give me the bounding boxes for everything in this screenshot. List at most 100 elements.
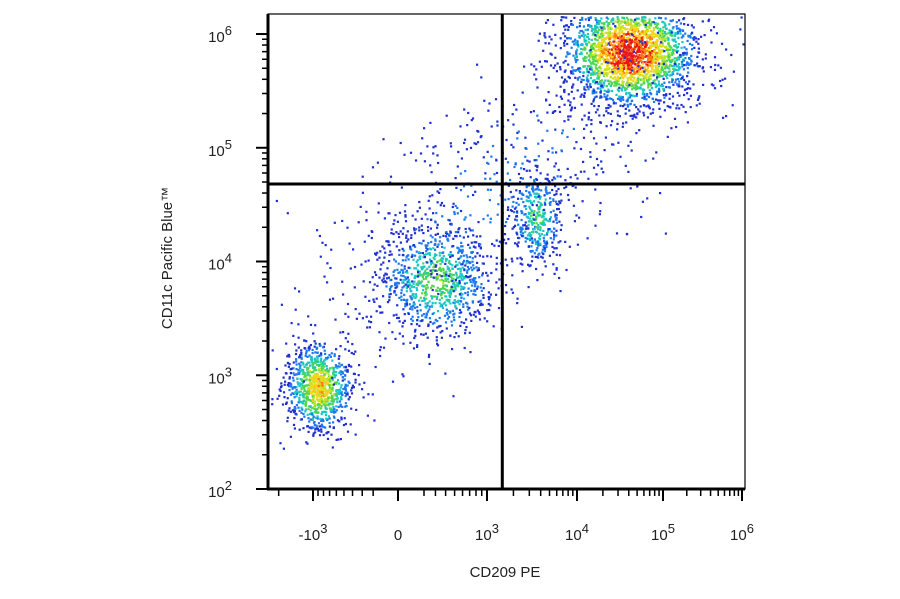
event-dot — [603, 48, 605, 50]
event-dot — [597, 70, 599, 72]
event-dot — [365, 211, 367, 213]
event-dot — [677, 69, 679, 71]
event-dot — [318, 378, 320, 380]
event-dot — [588, 65, 590, 67]
event-dot — [693, 47, 695, 49]
event-dot — [672, 79, 674, 81]
event-dot — [418, 325, 420, 327]
event-dot — [427, 242, 429, 244]
event-dot — [309, 370, 311, 372]
event-dot — [617, 98, 619, 100]
event-dot — [621, 54, 623, 56]
event-dot — [580, 148, 582, 150]
event-dot — [529, 170, 531, 172]
event-dot — [589, 26, 591, 28]
event-dot — [507, 218, 509, 220]
event-dot — [437, 233, 439, 235]
event-dot — [733, 71, 735, 73]
event-dot — [656, 91, 658, 93]
event-dot — [312, 371, 314, 373]
event-dot — [668, 44, 670, 46]
event-dot — [393, 271, 395, 273]
event-dot — [626, 59, 628, 61]
event-dot — [578, 217, 580, 219]
event-dot — [454, 305, 456, 307]
event-dot — [388, 296, 390, 298]
event-dot — [626, 28, 628, 30]
event-dot — [395, 260, 397, 262]
event-dot — [570, 37, 572, 39]
event-dot — [444, 315, 446, 317]
event-dot — [659, 56, 661, 58]
event-dot — [463, 185, 465, 187]
event-dot — [528, 212, 530, 214]
event-dot — [433, 322, 435, 324]
event-dot — [312, 352, 314, 354]
event-dot — [456, 207, 458, 209]
event-dot — [583, 171, 585, 173]
event-dot — [444, 301, 446, 303]
event-dot — [554, 64, 556, 66]
event-dot — [523, 66, 525, 68]
event-dot — [319, 396, 321, 398]
event-dot — [319, 383, 321, 385]
event-dot — [493, 245, 495, 247]
event-dot — [625, 64, 627, 66]
event-dot — [385, 285, 387, 287]
event-dot — [651, 87, 653, 89]
event-dot — [618, 24, 620, 26]
event-dot — [467, 195, 469, 197]
event-dot — [665, 28, 667, 30]
event-dot — [379, 250, 381, 252]
event-dot — [338, 383, 340, 385]
event-dot — [329, 417, 331, 419]
event-dot — [488, 309, 490, 311]
event-dot — [666, 77, 668, 79]
event-dot — [658, 17, 660, 19]
event-dot — [672, 68, 674, 70]
event-dot — [488, 298, 490, 300]
event-dot — [652, 82, 654, 84]
event-dot — [436, 154, 438, 156]
event-dot — [479, 235, 481, 237]
event-dot — [539, 229, 541, 231]
event-dot — [537, 228, 539, 230]
event-dot — [402, 343, 404, 345]
event-dot — [621, 76, 623, 78]
event-dot — [467, 266, 469, 268]
event-dot — [437, 201, 439, 203]
event-dot — [290, 436, 292, 438]
event-dot — [445, 321, 447, 323]
event-dot — [617, 18, 619, 20]
event-dot — [552, 221, 554, 223]
event-dot — [483, 156, 485, 158]
event-dot — [538, 208, 540, 210]
event-dot — [332, 403, 334, 405]
event-dot — [627, 44, 629, 46]
event-dot — [471, 269, 473, 271]
event-dot — [620, 105, 622, 107]
event-dot — [561, 224, 563, 226]
event-dot — [607, 80, 609, 82]
event-dot — [521, 326, 523, 328]
event-dot — [631, 39, 633, 41]
event-dot — [587, 80, 589, 82]
event-dot — [616, 63, 618, 65]
event-dot — [631, 69, 633, 71]
event-dot — [473, 281, 475, 283]
event-dot — [454, 286, 456, 288]
event-dot — [391, 253, 393, 255]
event-dot — [405, 220, 407, 222]
event-dot — [572, 24, 574, 26]
event-dot — [659, 99, 661, 101]
event-dot — [457, 151, 459, 153]
event-dot — [402, 279, 404, 281]
event-dot — [289, 363, 291, 365]
event-dot — [676, 25, 678, 27]
event-dot — [467, 236, 469, 238]
event-dot — [690, 106, 692, 108]
event-dot — [409, 303, 411, 305]
event-dot — [720, 85, 722, 87]
event-dot — [376, 310, 378, 312]
event-dot — [649, 19, 651, 21]
